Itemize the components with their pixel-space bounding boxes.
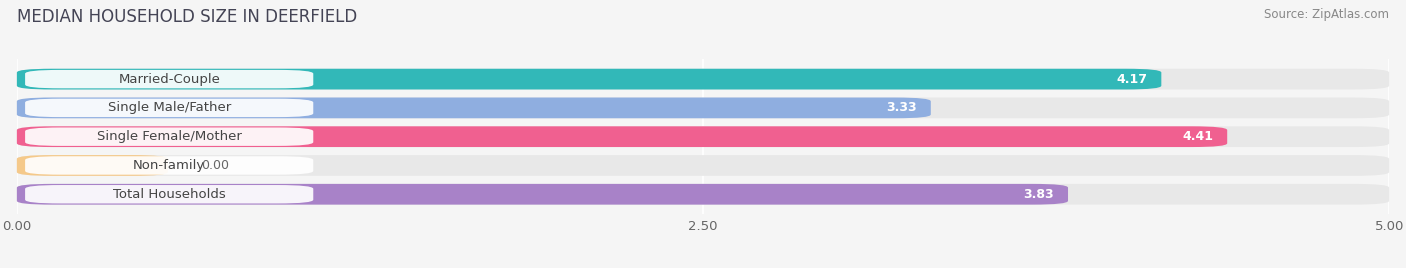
FancyBboxPatch shape <box>17 69 1161 90</box>
Text: 4.41: 4.41 <box>1182 130 1213 143</box>
Text: Source: ZipAtlas.com: Source: ZipAtlas.com <box>1264 8 1389 21</box>
Text: MEDIAN HOUSEHOLD SIZE IN DEERFIELD: MEDIAN HOUSEHOLD SIZE IN DEERFIELD <box>17 8 357 26</box>
Text: 0.00: 0.00 <box>201 159 229 172</box>
FancyBboxPatch shape <box>25 156 314 175</box>
Text: 4.17: 4.17 <box>1116 73 1147 85</box>
Text: 3.83: 3.83 <box>1024 188 1054 201</box>
FancyBboxPatch shape <box>25 70 314 88</box>
FancyBboxPatch shape <box>17 184 1389 204</box>
FancyBboxPatch shape <box>25 185 314 203</box>
Text: 3.33: 3.33 <box>886 101 917 114</box>
FancyBboxPatch shape <box>25 99 314 117</box>
FancyBboxPatch shape <box>17 155 1389 176</box>
Text: Single Male/Father: Single Male/Father <box>108 101 231 114</box>
FancyBboxPatch shape <box>17 126 1389 147</box>
Text: Non-family: Non-family <box>134 159 205 172</box>
Text: Married-Couple: Married-Couple <box>118 73 221 85</box>
FancyBboxPatch shape <box>25 128 314 146</box>
FancyBboxPatch shape <box>17 126 1227 147</box>
FancyBboxPatch shape <box>17 155 167 176</box>
FancyBboxPatch shape <box>17 69 1389 90</box>
Text: Total Households: Total Households <box>112 188 225 201</box>
FancyBboxPatch shape <box>17 98 931 118</box>
FancyBboxPatch shape <box>17 98 1389 118</box>
FancyBboxPatch shape <box>17 184 1069 204</box>
Text: Single Female/Mother: Single Female/Mother <box>97 130 242 143</box>
